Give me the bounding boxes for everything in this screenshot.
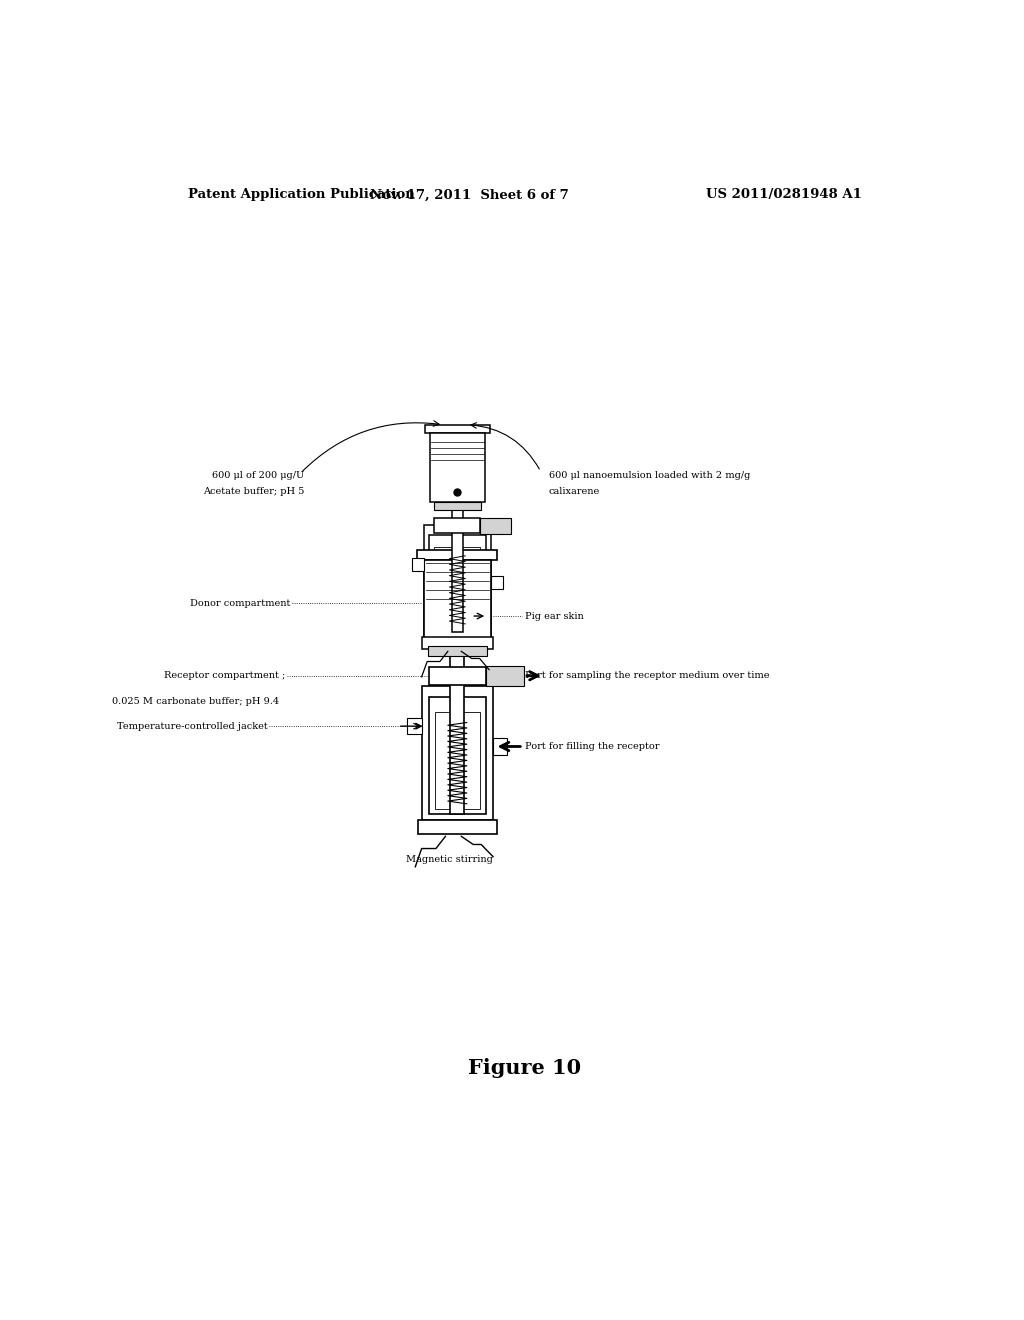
Bar <box>424 560 492 647</box>
Text: 600 μl nanoemulsion loaded with 2 mg/g: 600 μl nanoemulsion loaded with 2 mg/g <box>549 471 750 480</box>
Bar <box>429 667 486 685</box>
Text: calixarene: calixarene <box>549 487 600 496</box>
Bar <box>452 510 463 632</box>
Bar <box>435 713 479 809</box>
Text: Temperature-controlled jacket: Temperature-controlled jacket <box>117 722 267 731</box>
Text: Donor compartment: Donor compartment <box>190 598 291 607</box>
Bar <box>408 718 422 734</box>
Text: 0.025 M carbonate buffer; pH 9.4: 0.025 M carbonate buffer; pH 9.4 <box>112 697 279 706</box>
Text: Patent Application Publication: Patent Application Publication <box>187 189 415 202</box>
Bar <box>422 638 494 649</box>
Bar <box>412 558 424 572</box>
Bar <box>433 502 481 510</box>
Bar <box>429 697 486 814</box>
Bar <box>430 433 485 502</box>
Text: US 2011/0281948 A1: US 2011/0281948 A1 <box>707 189 862 202</box>
Text: Magnetic stirring: Magnetic stirring <box>406 854 493 863</box>
Bar <box>422 686 494 820</box>
Bar <box>494 738 507 755</box>
Text: Pig ear skin: Pig ear skin <box>524 611 584 620</box>
Text: Figure 10: Figure 10 <box>468 1059 582 1078</box>
Text: Port for filling the receptor: Port for filling the receptor <box>524 742 659 751</box>
Bar <box>428 647 487 656</box>
Bar <box>434 519 480 533</box>
Bar <box>486 665 524 686</box>
Bar <box>451 656 465 814</box>
Bar <box>425 425 489 433</box>
Bar <box>480 517 511 535</box>
Text: 600 μl of 200 μg/U: 600 μl of 200 μg/U <box>212 471 304 480</box>
Bar <box>429 536 486 632</box>
Bar <box>492 576 503 589</box>
Bar <box>417 549 498 560</box>
Bar <box>418 820 497 834</box>
Bar <box>424 525 492 638</box>
Text: Receptor compartment ;: Receptor compartment ; <box>164 672 285 680</box>
Bar <box>434 546 480 628</box>
Text: Acetate buffer; pH 5: Acetate buffer; pH 5 <box>203 487 304 496</box>
Text: Port for sampling the receptor medium over time: Port for sampling the receptor medium ov… <box>524 672 769 680</box>
Text: Nov. 17, 2011  Sheet 6 of 7: Nov. 17, 2011 Sheet 6 of 7 <box>370 189 568 202</box>
